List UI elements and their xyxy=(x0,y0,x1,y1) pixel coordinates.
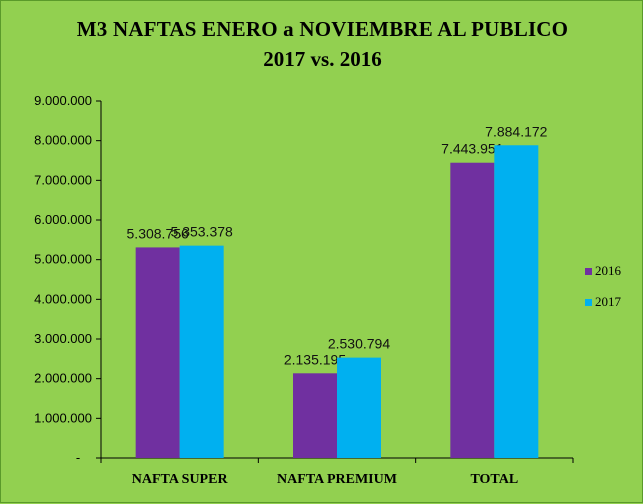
legend-label-2017: 2017 xyxy=(595,294,622,309)
y-tick-label: 8.000.000 xyxy=(34,133,92,148)
bar-2017-0 xyxy=(179,245,224,458)
y-tick-label: 6.000.000 xyxy=(34,212,92,227)
data-label: 7.443.951 xyxy=(441,141,503,157)
y-tick-label: 7.000.000 xyxy=(34,172,92,187)
legend-label-2016: 2016 xyxy=(595,263,622,278)
x-tick-label: NAFTA PREMIUM xyxy=(277,472,397,487)
bar-2016-1 xyxy=(293,373,337,458)
x-tick-label: NAFTA SUPER xyxy=(132,472,229,487)
y-tick-label: 3.000.000 xyxy=(34,331,92,346)
data-label: 2.135.195 xyxy=(284,351,346,367)
data-label: 5.353.378 xyxy=(171,224,233,240)
bar-2017-1 xyxy=(337,357,381,458)
y-tick-label: 9.000.000 xyxy=(34,93,92,108)
chart-title: M3 NAFTAS ENERO a NOVIEMBRE AL PUBLICO xyxy=(76,17,569,41)
bar-2016-2 xyxy=(450,162,495,459)
legend-swatch-2016 xyxy=(585,268,592,275)
y-tick-label: 4.000.000 xyxy=(34,291,92,306)
y-tick-label: 2.000.000 xyxy=(34,371,92,386)
data-label: 7.884.172 xyxy=(485,123,547,139)
data-label: 2.530.794 xyxy=(328,336,390,352)
legend-swatch-2017 xyxy=(585,299,592,306)
bar-2016-0 xyxy=(135,247,180,458)
x-tick-label: TOTAL xyxy=(470,472,518,487)
chart-subtitle: 2017 vs. 2016 xyxy=(263,47,382,71)
data-label: 5.308.756 xyxy=(127,225,189,241)
y-tick-label: 1.000.000 xyxy=(34,410,92,425)
y-tick-label: - xyxy=(76,450,80,465)
bar-2017-2 xyxy=(494,145,539,459)
y-tick-label: 5.000.000 xyxy=(34,252,92,267)
